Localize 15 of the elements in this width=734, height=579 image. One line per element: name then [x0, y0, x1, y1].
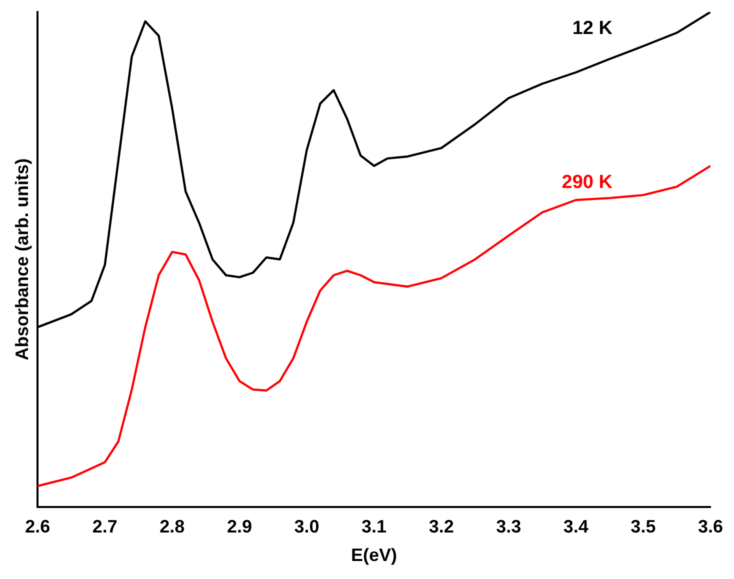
- series-label: 12 K: [572, 18, 613, 40]
- x-tick-label: 3.3: [496, 516, 522, 537]
- x-tick-label: 2.7: [92, 516, 118, 537]
- x-tick-label: 2.8: [160, 516, 185, 537]
- series-label: 290 K: [562, 172, 613, 194]
- x-tick-label: 3.6: [698, 516, 724, 537]
- x-tick-label: 2.9: [226, 516, 252, 537]
- x-tick-label: 3.4: [563, 516, 588, 537]
- x-tick-label: 3.1: [362, 516, 387, 537]
- y-axis-title: Absorbance (arb. units): [12, 158, 32, 360]
- x-tick-label: 3.5: [630, 516, 656, 537]
- x-tick-label: 2.6: [25, 516, 50, 537]
- x-tick-label: 3.0: [294, 516, 320, 537]
- x-axis-title: E(eV): [351, 545, 398, 566]
- x-tick-label: 3.2: [428, 516, 454, 537]
